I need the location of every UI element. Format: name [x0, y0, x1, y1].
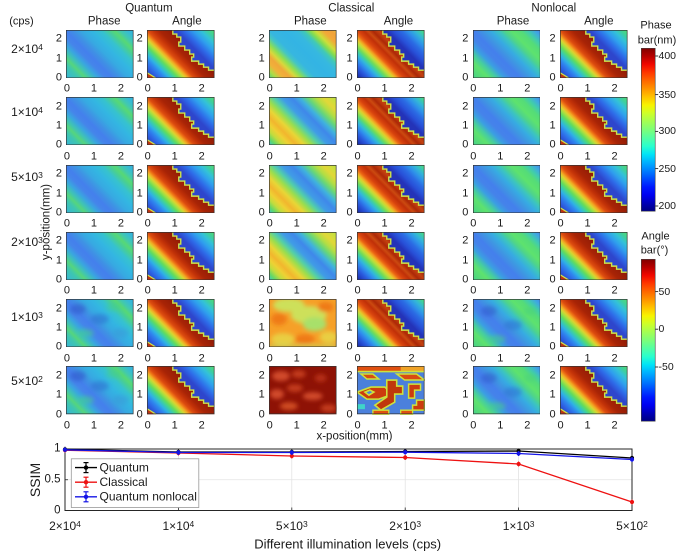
- svg-text:Quantum nonlocal: Quantum nonlocal: [100, 490, 197, 504]
- svg-text:Quantum: Quantum: [100, 460, 149, 474]
- svg-text:Classical: Classical: [100, 475, 148, 489]
